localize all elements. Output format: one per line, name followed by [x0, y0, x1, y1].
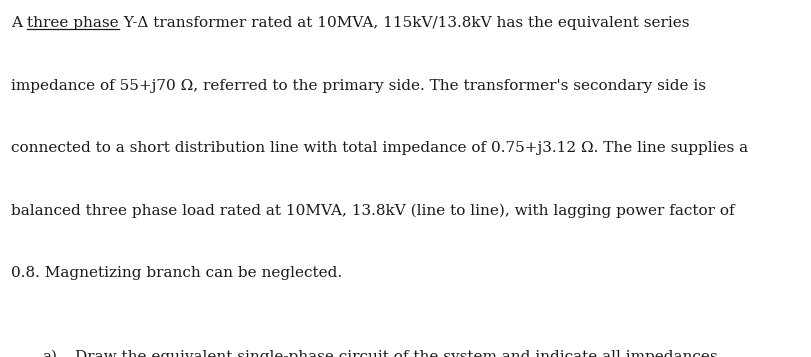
Text: three phase: three phase	[28, 16, 119, 30]
Text: balanced three phase load rated at 10MVA, 13.8kV (line to line), with lagging po: balanced three phase load rated at 10MVA…	[11, 203, 735, 218]
Text: impedance of 55+j70 Ω, referred to the primary side. The transformer's secondary: impedance of 55+j70 Ω, referred to the p…	[11, 79, 706, 92]
Text: connected to a short distribution line with total impedance of 0.75+j3.12 Ω. The: connected to a short distribution line w…	[11, 141, 749, 155]
Text: Draw the equivalent single-phase circuit of the system and indicate all impedanc: Draw the equivalent single-phase circuit…	[75, 350, 722, 357]
Text: A: A	[11, 16, 28, 30]
Text: a): a)	[42, 350, 57, 357]
Text: Y-Δ transformer rated at 10MVA, 115kV/13.8kV has the equivalent series: Y-Δ transformer rated at 10MVA, 115kV/13…	[119, 16, 689, 30]
Text: 0.8. Magnetizing branch can be neglected.: 0.8. Magnetizing branch can be neglected…	[11, 266, 342, 280]
